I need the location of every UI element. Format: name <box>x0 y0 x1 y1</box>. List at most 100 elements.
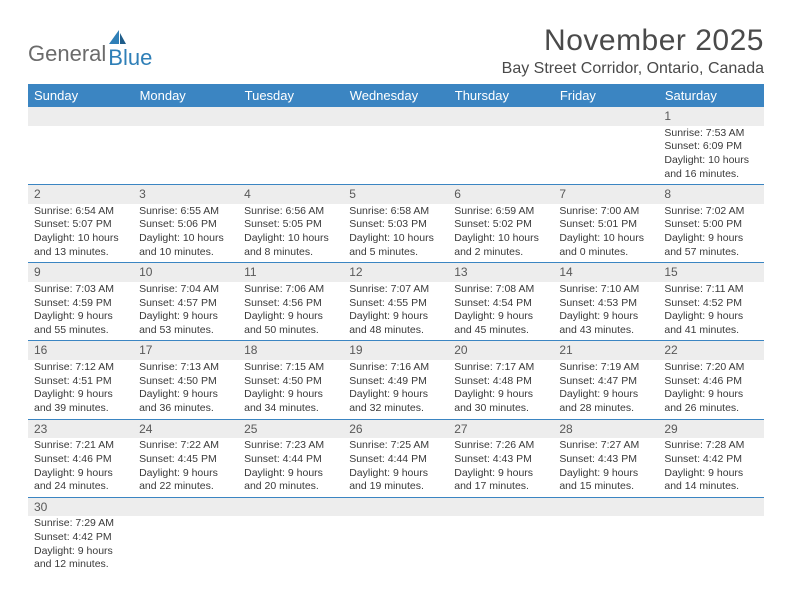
day-number-cell: 9 <box>28 263 133 282</box>
day-number-cell: 24 <box>133 419 238 438</box>
day-data-cell: Sunrise: 7:02 AMSunset: 5:00 PMDaylight:… <box>658 204 763 263</box>
weekday-header: Saturday <box>658 84 763 107</box>
sunrise-line: Sunrise: 6:56 AM <box>244 205 337 219</box>
day-data-cell: Sunrise: 7:04 AMSunset: 4:57 PMDaylight:… <box>133 282 238 341</box>
day-data-cell: Sunrise: 7:23 AMSunset: 4:44 PMDaylight:… <box>238 438 343 497</box>
sunrise-line: Sunrise: 7:53 AM <box>664 127 757 141</box>
sunset-line: Sunset: 5:05 PM <box>244 218 337 232</box>
sunrise-line: Sunrise: 7:26 AM <box>454 439 547 453</box>
logo: General Blue <box>28 24 152 77</box>
daylight-line: and 36 minutes. <box>139 402 232 416</box>
day-info: Sunrise: 7:21 AMSunset: 4:46 PMDaylight:… <box>28 438 133 497</box>
day-info: Sunrise: 6:59 AMSunset: 5:02 PMDaylight:… <box>448 204 553 263</box>
daylight-line: and 2 minutes. <box>454 246 547 260</box>
sunrise-line: Sunrise: 7:28 AM <box>664 439 757 453</box>
sunset-line: Sunset: 6:09 PM <box>664 140 757 154</box>
daylight-line: and 8 minutes. <box>244 246 337 260</box>
sunrise-line: Sunrise: 7:25 AM <box>349 439 442 453</box>
day-data-cell: Sunrise: 6:54 AMSunset: 5:07 PMDaylight:… <box>28 204 133 263</box>
day-number-cell <box>343 107 448 126</box>
sunset-line: Sunset: 4:44 PM <box>349 453 442 467</box>
daylight-line: and 5 minutes. <box>349 246 442 260</box>
day-number: 25 <box>238 420 343 439</box>
day-number-cell: 10 <box>133 263 238 282</box>
sunset-line: Sunset: 5:00 PM <box>664 218 757 232</box>
daylight-line: and 16 minutes. <box>664 168 757 182</box>
daylight-line: and 19 minutes. <box>349 480 442 494</box>
day-number-cell: 28 <box>553 419 658 438</box>
day-data-row: Sunrise: 7:21 AMSunset: 4:46 PMDaylight:… <box>28 438 764 497</box>
day-number: 15 <box>658 263 763 282</box>
daylight-line: Daylight: 9 hours <box>559 388 652 402</box>
sunrise-line: Sunrise: 6:58 AM <box>349 205 442 219</box>
sunrise-line: Sunrise: 6:59 AM <box>454 205 547 219</box>
sunset-line: Sunset: 5:02 PM <box>454 218 547 232</box>
daylight-line: and 55 minutes. <box>34 324 127 338</box>
sunrise-line: Sunrise: 7:12 AM <box>34 361 127 375</box>
day-data-cell <box>448 126 553 185</box>
sunrise-line: Sunrise: 7:19 AM <box>559 361 652 375</box>
day-number: 14 <box>553 263 658 282</box>
day-info: Sunrise: 7:02 AMSunset: 5:00 PMDaylight:… <box>658 204 763 263</box>
daylight-line: and 14 minutes. <box>664 480 757 494</box>
day-data-cell: Sunrise: 7:28 AMSunset: 4:42 PMDaylight:… <box>658 438 763 497</box>
day-data-cell: Sunrise: 7:03 AMSunset: 4:59 PMDaylight:… <box>28 282 133 341</box>
day-number-cell: 2 <box>28 185 133 204</box>
day-number: 12 <box>343 263 448 282</box>
day-number-cell: 1 <box>658 107 763 126</box>
daylight-line: Daylight: 9 hours <box>244 388 337 402</box>
sunset-line: Sunset: 4:55 PM <box>349 297 442 311</box>
sunrise-line: Sunrise: 7:20 AM <box>664 361 757 375</box>
day-data-cell: Sunrise: 7:11 AMSunset: 4:52 PMDaylight:… <box>658 282 763 341</box>
day-data-cell <box>343 126 448 185</box>
day-info: Sunrise: 7:00 AMSunset: 5:01 PMDaylight:… <box>553 204 658 263</box>
day-number-cell <box>658 497 763 516</box>
day-number-cell: 7 <box>553 185 658 204</box>
day-number: 22 <box>658 341 763 360</box>
day-number-row: 1 <box>28 107 764 126</box>
day-number-cell: 25 <box>238 419 343 438</box>
day-data-row: Sunrise: 7:03 AMSunset: 4:59 PMDaylight:… <box>28 282 764 341</box>
day-number-cell <box>448 107 553 126</box>
sunset-line: Sunset: 4:50 PM <box>139 375 232 389</box>
sunset-line: Sunset: 5:01 PM <box>559 218 652 232</box>
day-number: 19 <box>343 341 448 360</box>
sunrise-line: Sunrise: 7:27 AM <box>559 439 652 453</box>
sunset-line: Sunset: 4:42 PM <box>34 531 127 545</box>
day-number-cell: 29 <box>658 419 763 438</box>
day-number-cell: 22 <box>658 341 763 360</box>
sunrise-line: Sunrise: 7:08 AM <box>454 283 547 297</box>
sunrise-line: Sunrise: 7:02 AM <box>664 205 757 219</box>
daylight-line: Daylight: 9 hours <box>139 467 232 481</box>
day-number-cell <box>553 107 658 126</box>
daylight-line: and 57 minutes. <box>664 246 757 260</box>
day-number-cell: 5 <box>343 185 448 204</box>
day-number-cell: 19 <box>343 341 448 360</box>
day-data-cell: Sunrise: 7:21 AMSunset: 4:46 PMDaylight:… <box>28 438 133 497</box>
day-number: 23 <box>28 420 133 439</box>
day-number-cell <box>238 497 343 516</box>
day-data-cell: Sunrise: 7:17 AMSunset: 4:48 PMDaylight:… <box>448 360 553 419</box>
day-data-cell: Sunrise: 6:59 AMSunset: 5:02 PMDaylight:… <box>448 204 553 263</box>
day-data-cell: Sunrise: 7:27 AMSunset: 4:43 PMDaylight:… <box>553 438 658 497</box>
day-info: Sunrise: 7:22 AMSunset: 4:45 PMDaylight:… <box>133 438 238 497</box>
day-number-row: 30 <box>28 497 764 516</box>
sunset-line: Sunset: 4:46 PM <box>664 375 757 389</box>
day-number-row: 2345678 <box>28 185 764 204</box>
daylight-line: Daylight: 9 hours <box>349 310 442 324</box>
day-info: Sunrise: 7:19 AMSunset: 4:47 PMDaylight:… <box>553 360 658 419</box>
day-number-cell <box>238 107 343 126</box>
day-info: Sunrise: 6:55 AMSunset: 5:06 PMDaylight:… <box>133 204 238 263</box>
day-number: 1 <box>658 107 763 126</box>
day-data-cell <box>553 516 658 575</box>
day-number-row: 9101112131415 <box>28 263 764 282</box>
weekday-header: Friday <box>553 84 658 107</box>
daylight-line: Daylight: 9 hours <box>664 310 757 324</box>
daylight-line: Daylight: 9 hours <box>664 232 757 246</box>
daylight-line: and 45 minutes. <box>454 324 547 338</box>
day-data-row: Sunrise: 7:53 AMSunset: 6:09 PMDaylight:… <box>28 126 764 185</box>
day-data-cell: Sunrise: 7:53 AMSunset: 6:09 PMDaylight:… <box>658 126 763 185</box>
sunrise-line: Sunrise: 7:06 AM <box>244 283 337 297</box>
day-info: Sunrise: 7:20 AMSunset: 4:46 PMDaylight:… <box>658 360 763 419</box>
day-data-cell: Sunrise: 7:00 AMSunset: 5:01 PMDaylight:… <box>553 204 658 263</box>
